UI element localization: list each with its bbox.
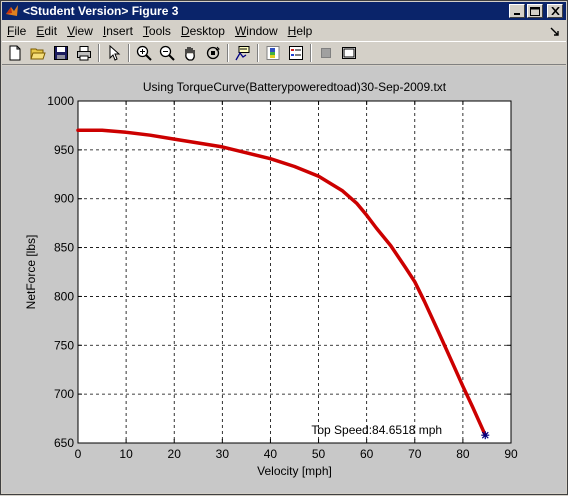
show-plot-tools-icon[interactable] (339, 43, 359, 63)
new-figure-icon[interactable] (5, 43, 25, 63)
open-file-icon[interactable] (28, 43, 48, 63)
window-title: <Student Version> Figure 3 (23, 4, 179, 18)
menu-window-rest: indow (246, 23, 278, 38)
data-cursor-icon[interactable] (233, 43, 253, 63)
menu-desktop-rest: esktop (189, 23, 225, 38)
menu-file[interactable]: File (7, 23, 27, 38)
dock-arrow-icon[interactable] (550, 26, 560, 36)
y-tick-label: 800 (54, 289, 74, 303)
x-tick-label: 30 (216, 447, 230, 461)
axis-ticks (77, 100, 512, 444)
x-tick-label: 60 (360, 447, 374, 461)
y-tick-label: 750 (54, 338, 74, 352)
top-speed-marker (481, 431, 490, 440)
menu-bar: File Edit View Insert Tools Desktop Wind… (2, 21, 566, 40)
toolbar-separator (128, 44, 130, 62)
toolbar-separator (98, 44, 100, 62)
x-tick-label: 70 (408, 447, 422, 461)
zoom-out-icon[interactable] (157, 43, 177, 63)
hide-plot-tools-icon[interactable] (316, 43, 336, 63)
zoom-in-icon[interactable] (134, 43, 154, 63)
marker-stroke (481, 431, 489, 439)
y-tick-label: 700 (54, 387, 74, 401)
toolbar-separator (310, 44, 312, 62)
minimize-button[interactable] (509, 4, 525, 18)
toolbar-separator (257, 44, 259, 62)
menu-desktop[interactable]: Desktop (180, 23, 225, 38)
menu-tools[interactable]: Tools (142, 23, 171, 38)
plot-svg: 0 10 20 30 40 50 60 70 80 90 650 700 750 800 850 900 95… (24, 80, 518, 478)
menu-help[interactable]: Help (287, 23, 313, 38)
menu-view-rest: iew (74, 23, 93, 38)
rotate-3d-icon[interactable] (203, 43, 223, 63)
menu-insert[interactable]: Insert (102, 23, 133, 38)
x-axis-label: Velocity [mph] (257, 464, 332, 478)
x-tick-label: 80 (456, 447, 470, 461)
marker-layer (481, 431, 490, 440)
y-axis-label: NetForce [lbs] (24, 235, 38, 310)
toolbar-separator (227, 44, 229, 62)
y-tick-label: 850 (54, 241, 74, 255)
edit-plot-arrow-icon[interactable] (104, 43, 124, 63)
top-speed-annotation: Top Speed:84.6518 mph (311, 423, 442, 437)
maximize-button[interactable] (527, 4, 543, 18)
menu-tools-rest: ools (148, 23, 171, 38)
chart-title: Using TorqueCurve(Batterypoweredtoad)30-… (143, 80, 447, 94)
x-tick-label: 20 (168, 447, 182, 461)
axes-box (77, 100, 512, 444)
y-tick-labels: 650 700 750 800 850 900 950 1000 (47, 94, 74, 450)
series-layer (76, 128, 488, 437)
y-tick-label: 1000 (47, 94, 74, 108)
colorbar-icon[interactable] (263, 43, 283, 63)
save-icon[interactable] (51, 43, 71, 63)
y-tick-label: 650 (54, 436, 74, 450)
menu-file-rest: ile (14, 23, 27, 38)
x-tick-label: 10 (119, 447, 133, 461)
close-button[interactable] (547, 4, 563, 18)
x-tick-label: 90 (504, 447, 518, 461)
menu-window[interactable]: Window (234, 23, 278, 38)
menu-edit[interactable]: Edit (36, 23, 58, 38)
title-bar[interactable]: <Student Version> Figure 3 (2, 2, 566, 20)
y-tick-label: 900 (54, 192, 74, 206)
pan-hand-icon[interactable] (180, 43, 200, 63)
x-tick-label: 40 (264, 447, 278, 461)
toolbar (2, 41, 566, 65)
x-tick-label: 50 (312, 447, 326, 461)
matlab-logo-icon (5, 4, 19, 18)
menu-edit-rest: dit (44, 23, 58, 38)
menu-view[interactable]: View (67, 23, 93, 38)
legend-icon[interactable] (286, 43, 306, 63)
figure-canvas[interactable]: 0 10 20 30 40 50 60 70 80 90 650 700 750 800 850 900 95… (2, 66, 566, 493)
x-tick-labels: 0 10 20 30 40 50 60 70 80 90 (75, 447, 518, 461)
y-tick-label: 950 (54, 143, 74, 157)
menu-help-rest: elp (296, 23, 313, 38)
print-icon[interactable] (74, 43, 94, 63)
x-tick-label: 0 (75, 447, 82, 461)
plot-area[interactable] (78, 101, 511, 443)
menu-insert-rest: nsert (106, 23, 133, 38)
netforce-curve (76, 128, 488, 437)
